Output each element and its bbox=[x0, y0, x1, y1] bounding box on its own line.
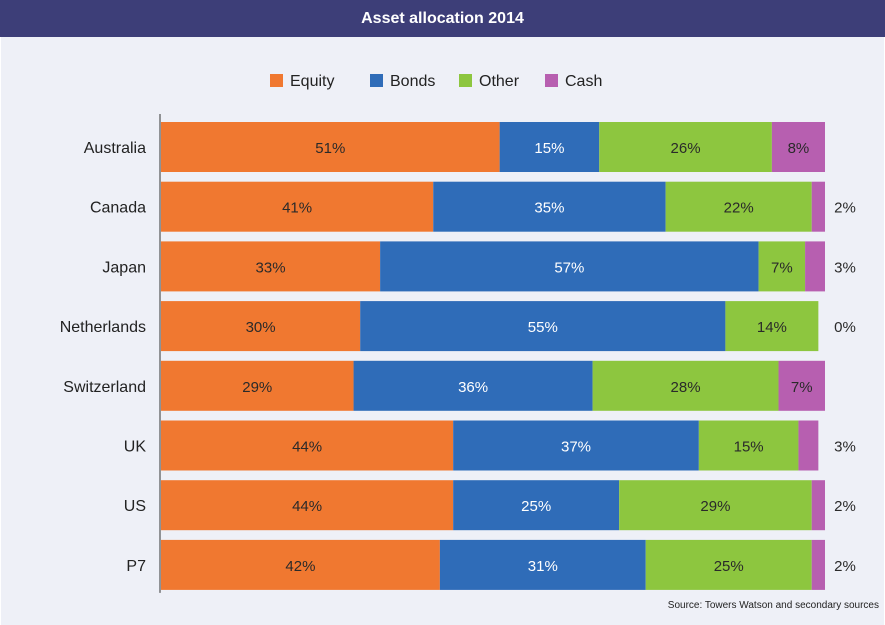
data-label-cash-uk: 3% bbox=[834, 439, 856, 456]
bar-bonds-netherlands bbox=[360, 301, 726, 352]
bar-other-switzerland bbox=[592, 360, 779, 411]
bar-other-japan bbox=[758, 241, 806, 292]
data-label-equity-p7: 42% bbox=[285, 558, 315, 575]
data-label-other-uk: 15% bbox=[734, 439, 764, 456]
data-label-cash-canada: 2% bbox=[834, 200, 856, 217]
legend-label-bonds: Bonds bbox=[390, 73, 435, 90]
bar-cash-canada bbox=[811, 181, 825, 232]
data-label-other-p7: 25% bbox=[714, 558, 744, 575]
bar-bonds-switzerland bbox=[353, 360, 593, 411]
data-label-equity-switzerland: 29% bbox=[242, 379, 272, 396]
bar-bonds-canada bbox=[433, 181, 666, 232]
bar-equity-us bbox=[161, 480, 454, 531]
bar-bonds-us bbox=[453, 480, 620, 531]
legend-swatch-cash bbox=[545, 74, 558, 87]
data-label-other-canada: 22% bbox=[724, 200, 754, 217]
bar-cash-uk bbox=[798, 420, 819, 471]
bar-cash-australia bbox=[771, 122, 825, 172]
bar-equity-canada bbox=[161, 181, 434, 232]
bar-equity-switzerland bbox=[161, 360, 354, 411]
bar-cash-japan bbox=[805, 241, 825, 292]
data-label-bonds-switzerland: 36% bbox=[458, 379, 488, 396]
data-label-bonds-uk: 37% bbox=[561, 439, 591, 456]
bar-bonds-p7 bbox=[439, 539, 646, 590]
bar-other-canada bbox=[665, 181, 812, 232]
bar-bonds-australia bbox=[499, 122, 600, 172]
bar-other-p7 bbox=[645, 539, 812, 590]
data-label-equity-uk: 44% bbox=[292, 439, 322, 456]
bar-equity-australia bbox=[161, 122, 500, 172]
legend-swatch-equity bbox=[270, 74, 283, 87]
bar-equity-uk bbox=[161, 420, 454, 471]
data-label-cash-us: 2% bbox=[834, 498, 856, 515]
bar-other-australia bbox=[599, 122, 772, 172]
data-label-equity-japan: 33% bbox=[256, 259, 286, 276]
data-label-bonds-p7: 31% bbox=[528, 558, 558, 575]
data-label-bonds-australia: 15% bbox=[534, 140, 564, 157]
legend-swatch-other bbox=[459, 74, 472, 87]
chart-title: Asset allocation 2014 bbox=[361, 10, 524, 27]
data-label-bonds-us: 25% bbox=[521, 498, 551, 515]
bar-cash-p7 bbox=[811, 539, 825, 590]
data-label-other-us: 29% bbox=[700, 498, 730, 515]
bar-other-netherlands bbox=[725, 301, 819, 352]
data-label-cash-switzerland: 7% bbox=[791, 379, 813, 396]
bar-cash-us bbox=[811, 480, 825, 531]
data-label-equity-netherlands: 30% bbox=[246, 319, 276, 336]
category-label-japan: Japan bbox=[102, 259, 146, 276]
data-label-equity-australia: 51% bbox=[315, 140, 345, 157]
data-label-equity-canada: 41% bbox=[282, 200, 312, 217]
category-label-uk: UK bbox=[124, 439, 147, 456]
title-bar: Asset allocation 2014 bbox=[0, 0, 885, 37]
category-label-australia: Australia bbox=[84, 140, 146, 157]
data-label-bonds-canada: 35% bbox=[534, 200, 564, 217]
legend-label-equity: Equity bbox=[290, 73, 334, 90]
data-label-cash-australia: 8% bbox=[788, 140, 810, 157]
bar-cash-switzerland bbox=[778, 360, 825, 411]
category-label-p7: P7 bbox=[126, 558, 146, 575]
data-label-cash-p7: 2% bbox=[834, 558, 856, 575]
data-label-bonds-netherlands: 55% bbox=[528, 319, 558, 336]
bar-equity-japan bbox=[161, 241, 381, 292]
category-label-us: US bbox=[124, 498, 146, 515]
bar-bonds-japan bbox=[380, 241, 759, 292]
bar-equity-p7 bbox=[161, 539, 440, 590]
source-note: Source: Towers Watson and secondary sour… bbox=[667, 600, 879, 611]
data-label-bonds-japan: 57% bbox=[554, 259, 584, 276]
legend-swatch-bonds bbox=[370, 74, 383, 87]
data-label-other-netherlands: 14% bbox=[757, 319, 787, 336]
data-label-other-japan: 7% bbox=[771, 259, 793, 276]
bar-bonds-uk bbox=[453, 420, 699, 471]
data-label-cash-netherlands: 0% bbox=[834, 319, 856, 336]
legend-label-cash: Cash bbox=[565, 73, 602, 90]
data-label-other-australia: 26% bbox=[671, 140, 701, 157]
data-label-equity-us: 44% bbox=[292, 498, 322, 515]
data-label-cash-japan: 3% bbox=[834, 259, 856, 276]
category-label-switzerland: Switzerland bbox=[63, 379, 146, 396]
category-label-canada: Canada bbox=[90, 200, 146, 217]
data-label-other-switzerland: 28% bbox=[671, 379, 701, 396]
category-label-netherlands: Netherlands bbox=[60, 319, 146, 336]
bar-other-us bbox=[619, 480, 812, 531]
bar-other-uk bbox=[698, 420, 799, 471]
legend-label-other: Other bbox=[479, 73, 520, 90]
bar-equity-netherlands bbox=[161, 301, 361, 352]
